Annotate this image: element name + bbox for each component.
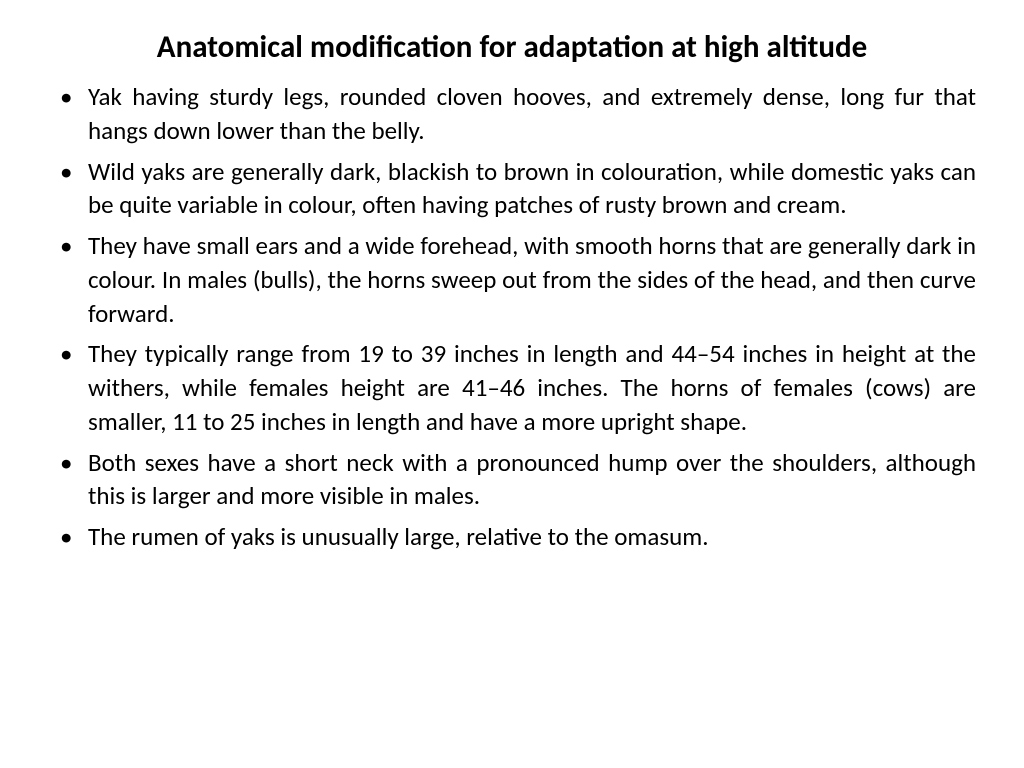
list-item: The rumen of yaks is unusually large, re…: [48, 520, 976, 554]
list-item: Both sexes have a short neck with a pron…: [48, 446, 976, 514]
page-title: Anatomical modification for adaptation a…: [48, 28, 976, 66]
list-item: Yak having sturdy legs, rounded cloven h…: [48, 80, 976, 148]
list-item: They typically range from 19 to 39 inche…: [48, 337, 976, 438]
list-item: They have small ears and a wide forehead…: [48, 229, 976, 330]
bullet-list: Yak having sturdy legs, rounded cloven h…: [48, 80, 976, 554]
list-item: Wild yaks are generally dark, blackish t…: [48, 155, 976, 223]
